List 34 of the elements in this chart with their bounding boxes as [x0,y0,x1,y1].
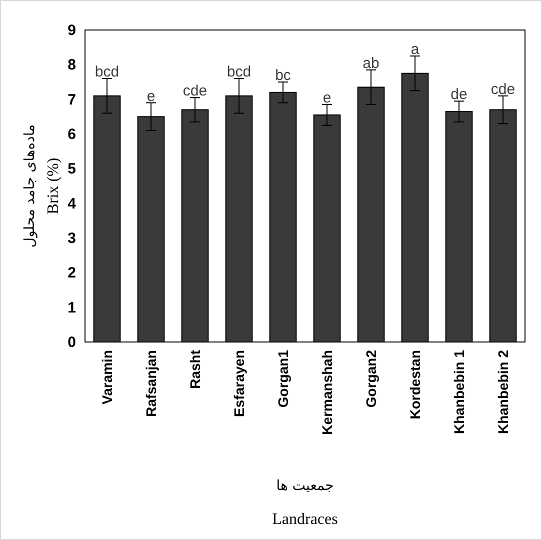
y-tick-label: 7 [68,91,76,108]
text: ماده‌های جامد محلول [22,124,38,248]
y-tick-label: 2 [68,264,76,282]
data-label: cde [182,82,208,100]
x-tick-label: Kordestan [407,350,423,420]
y-tick-label: 8 [68,56,76,74]
y-tick-label: 5 [68,160,76,178]
data-label: a [410,41,420,58]
data-label: e [322,90,332,107]
x-tick-label: Varamin [99,350,115,404]
x-tick-label: Khanbebin 2 [495,350,511,434]
y-axis-title: Brix (%) [45,158,62,214]
x-tick-label: Rafsanjan [143,350,159,417]
y-tick-label: 3 [68,230,76,247]
data-label: ab [362,54,380,72]
x-tick-label: Khanbebin 1 [451,350,467,434]
data-label: cde [490,80,516,98]
data-label: e [146,88,156,105]
y-tick-label: 4 [68,195,77,212]
text: Landraces [272,511,338,528]
x-tick-label: Kermanshah [319,350,335,435]
x-tick-label: Esfarayen [231,350,247,417]
data-label: de [450,86,468,104]
x-tick-label: Gorgan2 [363,350,379,408]
x-axis-title: جمعیت ها [276,478,334,494]
y-tick-label: 6 [68,126,76,143]
data-label: bcd [226,64,252,81]
y-tick-label: 0 [68,334,76,351]
x-tick-label: Rasht [187,350,203,389]
y-tick-label: 1 [68,299,76,316]
x-tick-label: Gorgan1 [275,350,291,408]
data-label: bc [275,67,292,84]
y-tick-label: 9 [68,22,76,39]
data-label: bcd [94,64,120,81]
